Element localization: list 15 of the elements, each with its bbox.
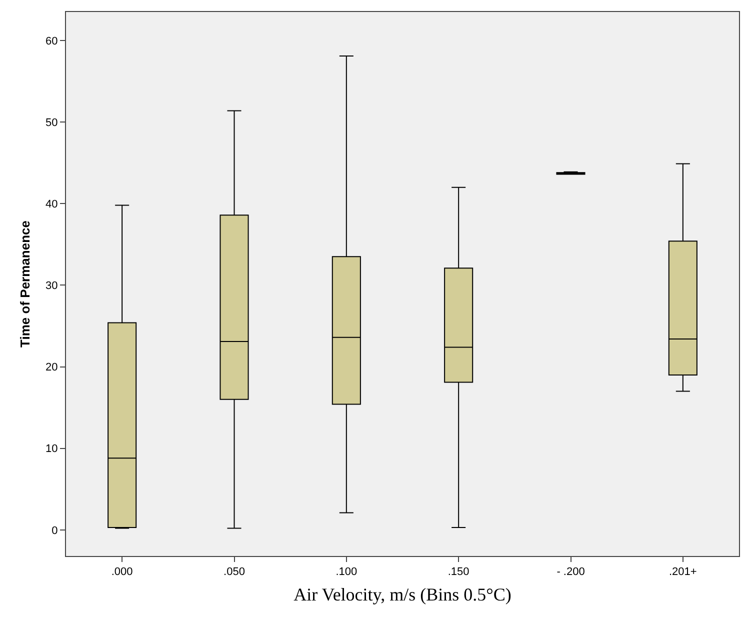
y-tick-label: 60 bbox=[46, 35, 58, 48]
x-tick-label: .100 bbox=[336, 566, 358, 578]
x-tick-label: .150 bbox=[448, 566, 470, 578]
x-axis-title: Air Velocity, m/s (Bins 0.5°C) bbox=[294, 584, 512, 604]
y-tick-label: 20 bbox=[46, 362, 58, 374]
y-tick-label: 10 bbox=[46, 443, 58, 456]
x-tick-label: .050 bbox=[224, 566, 245, 578]
x-tick-label: - .200 bbox=[556, 566, 585, 578]
y-axis-title: Time of Permanence bbox=[18, 220, 32, 348]
x-tick-label: .000 bbox=[111, 566, 133, 578]
y-tick-label: 0 bbox=[52, 524, 58, 537]
x-tick-label: .201+ bbox=[669, 566, 697, 578]
y-tick-label: 50 bbox=[46, 116, 58, 129]
y-tick-label: 30 bbox=[46, 280, 58, 292]
y-tick-label: 40 bbox=[46, 198, 58, 211]
